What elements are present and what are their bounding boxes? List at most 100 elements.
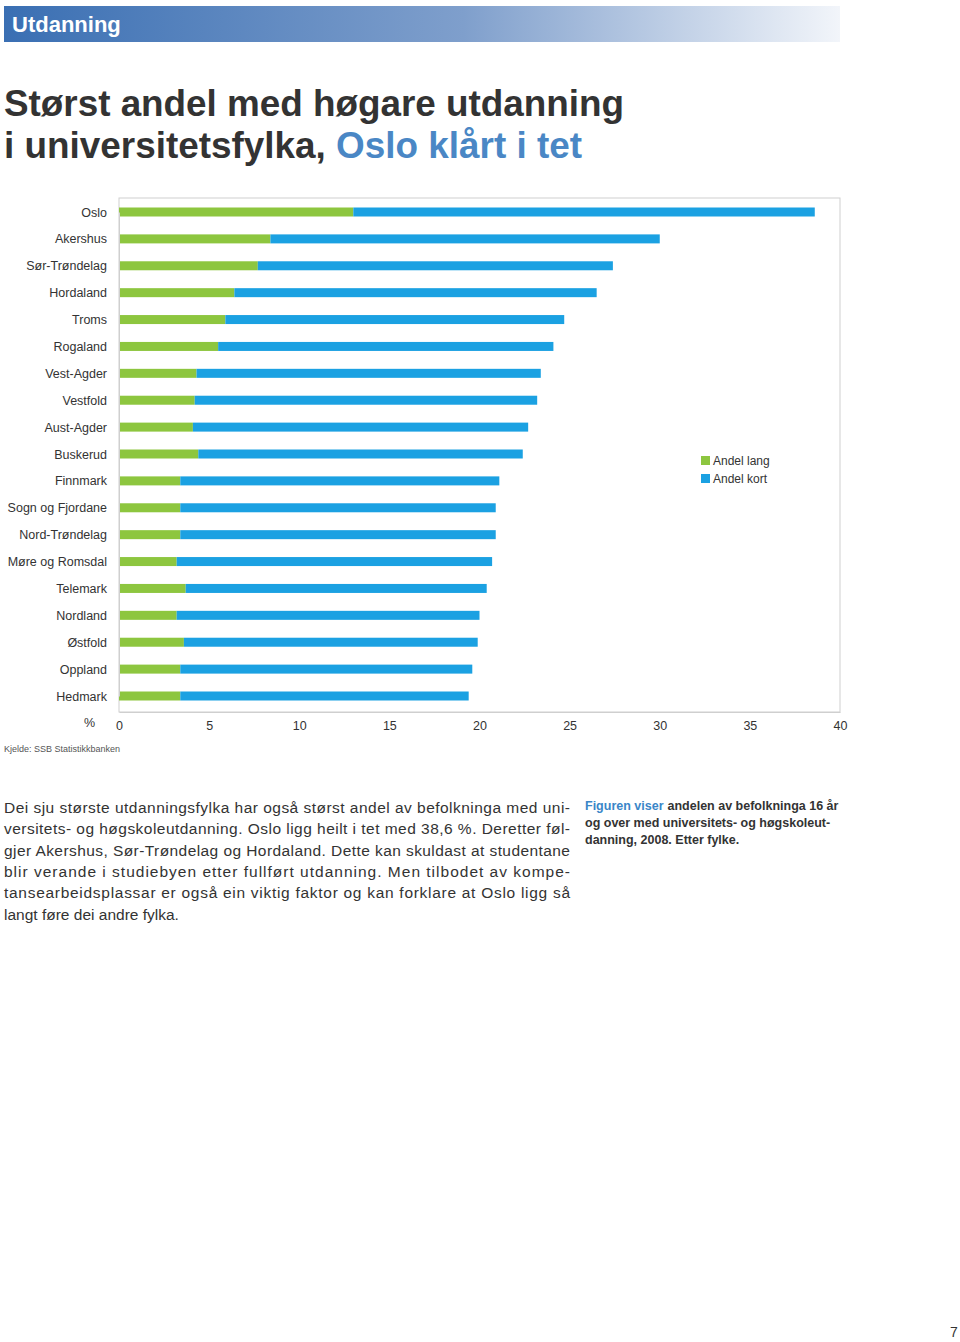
header-band: [4, 6, 840, 42]
x-axis: 0510152025303540: [116, 712, 847, 733]
category-label: Vest-Agder: [45, 367, 107, 381]
bar: [180, 530, 495, 539]
y-tick: Hordaland: [49, 286, 119, 300]
bar: [119, 315, 225, 324]
bar: [119, 692, 180, 701]
x-axis-title: %: [84, 716, 95, 730]
body-text: Dei sju største utdanningsfylka har også…: [4, 799, 570, 923]
bar: [180, 692, 468, 701]
caption-text: andelen av befolkninga 16 år: [668, 799, 839, 813]
y-tick: Troms: [72, 313, 119, 327]
page: Utdanning Størst andel med høgare utdanni…: [0, 0, 960, 1342]
bar: [119, 530, 180, 539]
x-tick-label: 30: [653, 719, 667, 733]
bar: [218, 342, 553, 351]
bar: [119, 261, 258, 270]
headline: Størst andel med høgare utdanning: [4, 83, 624, 124]
category-label: Oslo: [81, 206, 107, 220]
bar: [270, 234, 659, 243]
y-tick: Sogn og Fjordane: [8, 501, 119, 515]
bar: [225, 315, 564, 324]
x-axis-line: [120, 712, 841, 713]
bar: [180, 476, 499, 485]
legend-label: Andel kort: [713, 472, 768, 486]
bar: [353, 208, 814, 217]
category-label: Møre og Romsdal: [8, 555, 107, 569]
headline-highlight: Oslo klårt i tet: [336, 125, 582, 166]
chart: 0510152025303540OsloAkershusSør-Trøndela…: [4, 198, 847, 754]
bar: [197, 369, 541, 378]
legend: Andel lang Andel kort: [701, 454, 770, 486]
x-tick: 30: [653, 712, 667, 733]
bar: [119, 638, 184, 647]
headline-part: i universitetsfylka,: [4, 125, 326, 166]
y-tick: Sør-Trøndelag: [26, 259, 119, 273]
bar: [119, 450, 198, 459]
category-label: Nordland: [56, 609, 107, 623]
source: Kjelde: SSB Statistikkbanken: [4, 744, 120, 754]
page-number: 7: [950, 1324, 958, 1340]
category-label: Troms: [72, 313, 107, 327]
y-tick: Oppland: [60, 663, 119, 677]
legend-item: Andel kort: [701, 472, 768, 486]
section-title: Utdanning: [12, 12, 121, 37]
bar: [119, 557, 177, 566]
category-label: Telemark: [56, 582, 107, 596]
bar: [177, 611, 480, 620]
page-svg: Utdanning Størst andel med høgare utdanni…: [0, 0, 960, 1342]
x-tick: 5: [206, 712, 213, 733]
bar: [119, 503, 180, 512]
y-tick: Vest-Agder: [45, 367, 119, 381]
x-tick: 15: [383, 712, 397, 733]
bar: [119, 288, 234, 297]
x-tick: 25: [563, 712, 577, 733]
y-tick: Oslo: [81, 206, 119, 220]
series-bars: [177, 208, 815, 701]
category-label: Hedmark: [56, 690, 107, 704]
category-label: Sør-Trøndelag: [26, 259, 107, 273]
x-tick: 0: [116, 712, 123, 733]
category-label: Finnmark: [55, 474, 108, 488]
x-tick-label: 40: [834, 719, 848, 733]
x-tick-label: 5: [206, 719, 213, 733]
y-tick: Telemark: [56, 582, 119, 596]
x-tick: 20: [473, 712, 487, 733]
caption-lead: Figuren viser: [585, 799, 664, 813]
caption-line: danning, 2008. Etter fylke.: [585, 833, 739, 847]
category-label: Akershus: [55, 232, 107, 246]
bar: [193, 423, 528, 432]
bar: [119, 584, 186, 593]
category-label: Aust-Agder: [44, 421, 107, 435]
y-tick: Finnmark: [55, 474, 119, 488]
y-axis: OsloAkershusSør-TrøndelagHordalandTromsR…: [8, 206, 120, 704]
bar: [198, 450, 522, 459]
y-tick: Møre og Romsdal: [8, 555, 119, 569]
body-line: Dei sju største utdanningsfylka har også…: [4, 799, 570, 816]
bars: [119, 208, 815, 701]
bar: [119, 342, 218, 351]
category-label: Vestfold: [63, 394, 108, 408]
bar: [180, 665, 472, 674]
headline: i universitetsfylka,Oslo klårt i tet: [4, 125, 582, 166]
x-tick-label: 35: [743, 719, 757, 733]
legend-swatch: [701, 456, 710, 465]
y-tick: Akershus: [55, 232, 119, 246]
body-line: gjer Akershus, Sør-Trøndelag og Hordalan…: [4, 842, 570, 859]
body-line: tansearbeidsplassar er også ein viktig f…: [4, 884, 570, 901]
x-tick-label: 15: [383, 719, 397, 733]
category-label: Nord-Trøndelag: [19, 528, 107, 542]
caption: Figuren viser andelen av befolkninga 16 å…: [585, 799, 839, 847]
category-label: Hordaland: [49, 286, 107, 300]
x-tick-label: 20: [473, 719, 487, 733]
bar: [119, 369, 197, 378]
bar: [258, 261, 613, 270]
category-label: Buskerud: [54, 448, 107, 462]
y-tick: Vestfold: [63, 394, 119, 408]
legend-item: Andel lang: [701, 454, 770, 468]
y-tick: Nordland: [56, 609, 119, 623]
bar: [186, 584, 487, 593]
y-axis-line: [119, 213, 120, 697]
x-tick: 35: [743, 712, 757, 733]
caption-line: Figuren viser andelen av befolkninga 16 å…: [585, 799, 839, 813]
category-label: Østfold: [67, 636, 107, 650]
